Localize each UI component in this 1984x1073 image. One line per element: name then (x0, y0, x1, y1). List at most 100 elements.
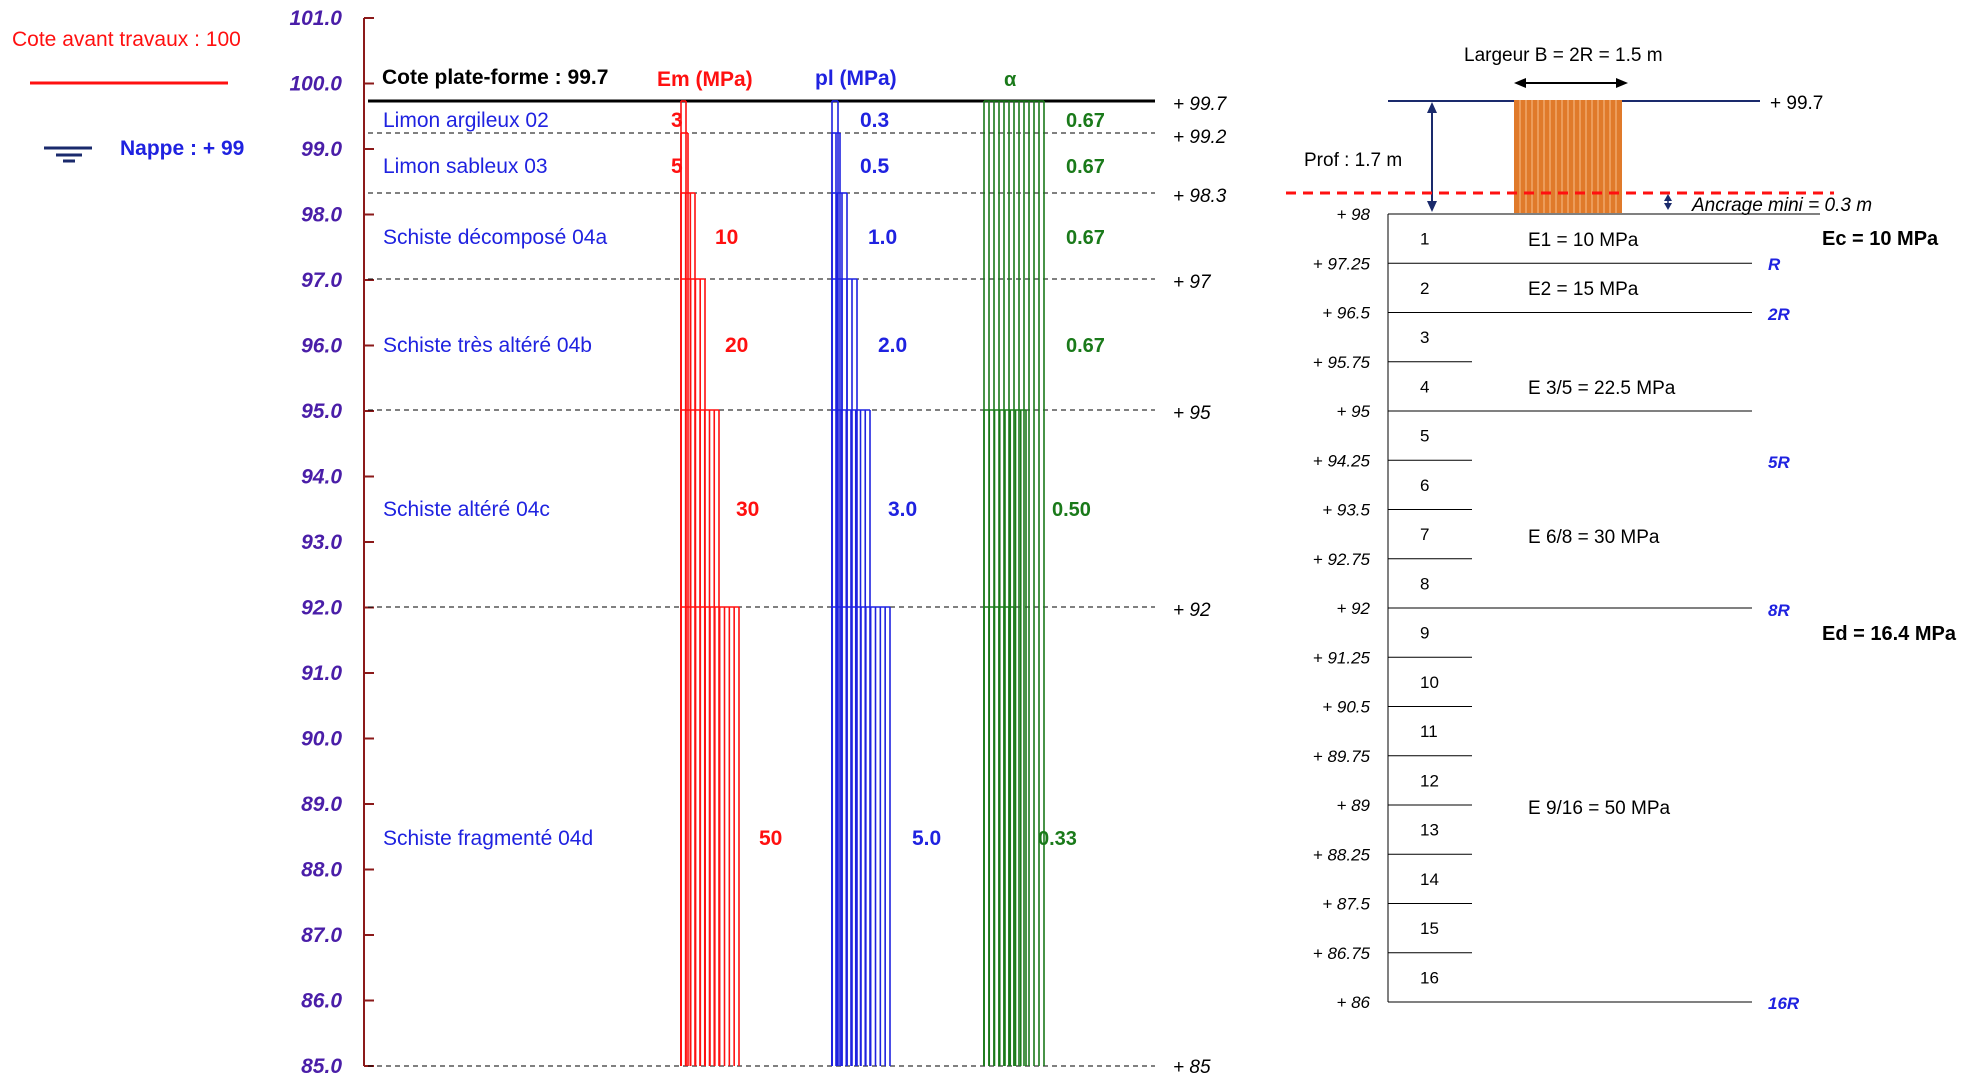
layer-name: Schiste décomposé 04a (383, 226, 607, 249)
slice-elev-label: + 92 (1336, 599, 1370, 618)
slice-number: 9 (1420, 624, 1429, 643)
em-value: 20 (725, 334, 748, 357)
elev-label: + 95 (1173, 403, 1211, 424)
elev-label: + 92 (1173, 600, 1211, 621)
slice-number: 16 (1420, 968, 1439, 987)
alpha-value: 0.50 (1052, 499, 1091, 521)
slice-elev-label: + 95.75 (1313, 353, 1371, 372)
water-table-icon (44, 146, 92, 163)
elev-label: + 99.2 (1173, 127, 1227, 148)
axis-tick-label: 100.0 (289, 73, 342, 96)
axis-tick-label: 91.0 (301, 662, 342, 685)
r-label: 8R (1768, 601, 1790, 620)
slice-number: 15 (1420, 919, 1439, 938)
pl-value: 5.0 (912, 827, 941, 850)
em-value: 3 (671, 109, 683, 132)
pl-value: 2.0 (878, 334, 907, 357)
em-value: 5 (671, 155, 683, 178)
slice-elev-label: + 97.25 (1313, 254, 1371, 273)
elev-label: + 98.3 (1173, 186, 1227, 207)
alpha-value: 0.33 (1038, 828, 1077, 850)
slice-number: 11 (1420, 722, 1438, 741)
slice-number: 13 (1420, 821, 1439, 840)
slice-number: 5 (1420, 427, 1429, 446)
ed-label: Ed = 16.4 MPa (1822, 623, 1957, 645)
axis-tick-label: 92.0 (301, 597, 342, 620)
axis-tick-label: 94.0 (301, 466, 342, 489)
slice-number: 12 (1420, 771, 1439, 790)
elev-label: + 99.7 (1173, 94, 1228, 115)
prof-label: Prof : 1.7 m (1304, 150, 1402, 171)
left-panel: Cote avant travaux : 100 Nappe : + 99 10… (12, 7, 1228, 1073)
slice-elev-label: + 86 (1336, 993, 1370, 1012)
em-value: 50 (759, 827, 782, 850)
layer-name: Schiste altéré 04c (383, 498, 550, 521)
axis-tick-label: 95.0 (301, 400, 342, 423)
axis-tick-label: 96.0 (301, 335, 342, 358)
axis-tick-label: 93.0 (301, 531, 342, 554)
slice-number: 3 (1420, 328, 1429, 347)
ancrage-arrow (1664, 194, 1672, 210)
module-label: E1 = 10 MPa (1528, 230, 1639, 251)
layer-name: Schiste fragmenté 04d (383, 827, 593, 850)
slice-elev-label: + 87.5 (1322, 895, 1370, 914)
axis-tick-label: 97.0 (301, 269, 342, 292)
alpha-value: 0.67 (1066, 335, 1105, 357)
axis-ticks: 101.0 100.0 99.0 98.0 97.0 96.0 95.0 94.0 93.0 92… (289, 7, 374, 1073)
alpha-value: 0.67 (1066, 110, 1105, 132)
layer-name: Schiste très altéré 04b (383, 334, 592, 357)
slice-number: 2 (1420, 279, 1429, 298)
cote-avant-label: Cote avant travaux : 100 (12, 28, 241, 51)
top-elev-right: + 99.7 (1770, 93, 1823, 114)
module-label: E2 = 15 MPa (1528, 279, 1639, 300)
layer-name: Limon argileux 02 (383, 109, 549, 132)
right-panel: Largeur B = 2R = 1.5 m + 99.7 Prof : 1.7… (1286, 45, 1957, 1013)
slice-elev-label: + 98 (1336, 205, 1370, 224)
slice-number: 4 (1420, 377, 1429, 396)
width-arrow (1514, 78, 1628, 88)
slice-elev-label: + 89.75 (1313, 747, 1371, 766)
slice-elev-label: + 93.5 (1322, 501, 1370, 520)
col-pl-header: pl (MPa) (815, 67, 897, 90)
slice-number: 8 (1420, 574, 1429, 593)
alpha-value: 0.67 (1066, 156, 1105, 178)
r-label: 16R (1768, 994, 1800, 1013)
pl-value: 0.3 (860, 109, 889, 132)
nappe-label: Nappe : + 99 (120, 137, 244, 160)
slice-number: 10 (1420, 673, 1439, 692)
r-label: 2R (1767, 305, 1790, 324)
axis-tick-label: 86.0 (301, 990, 342, 1013)
em-value: 30 (736, 498, 759, 521)
slice-elev-label: + 88.25 (1313, 845, 1371, 864)
profile-bars (680, 100, 1045, 1066)
r-label: R (1768, 255, 1781, 274)
pl-value: 0.5 (860, 155, 890, 178)
slice-elev-label: + 94.25 (1313, 451, 1371, 470)
slice-elev-label: + 96.5 (1322, 304, 1370, 323)
axis-tick-label: 85.0 (301, 1055, 342, 1073)
module-label: E 6/8 = 30 MPa (1528, 527, 1660, 548)
slice-elev-label: + 90.5 (1322, 698, 1370, 717)
layer-boundaries (368, 132, 1155, 1067)
largeur-label: Largeur B = 2R = 1.5 m (1464, 45, 1663, 66)
module-label: E 9/16 = 50 MPa (1528, 798, 1670, 819)
slice-elev-label: + 91.25 (1313, 648, 1371, 667)
slice-number: 6 (1420, 476, 1429, 495)
axis-tick-label: 89.0 (301, 793, 342, 816)
cote-plateforme-label: Cote plate-forme : 99.7 (382, 66, 608, 89)
ancrage-label: Ancrage mini = 0.3 m (1691, 195, 1872, 216)
pl-value: 3.0 (888, 498, 917, 521)
slice-number: 14 (1420, 870, 1439, 889)
alpha-value: 0.67 (1066, 227, 1105, 249)
slice-number: 7 (1420, 525, 1429, 544)
ec-label: Ec = 10 MPa (1822, 228, 1939, 250)
layer-name: Limon sableux 03 (383, 155, 548, 178)
slice-elev-label: + 95 (1336, 402, 1370, 421)
r-label: 5R (1768, 453, 1790, 472)
axis-tick-label: 99.0 (301, 138, 342, 161)
col-alpha-header: α (1004, 69, 1017, 91)
foundation-pile (1514, 100, 1622, 213)
module-label: E 3/5 = 22.5 MPa (1528, 378, 1676, 399)
slice-grid: + 98 + 97.25 + 96.5 + 95.75 + 95 + 94.25 + 93.… (1313, 205, 1820, 1012)
